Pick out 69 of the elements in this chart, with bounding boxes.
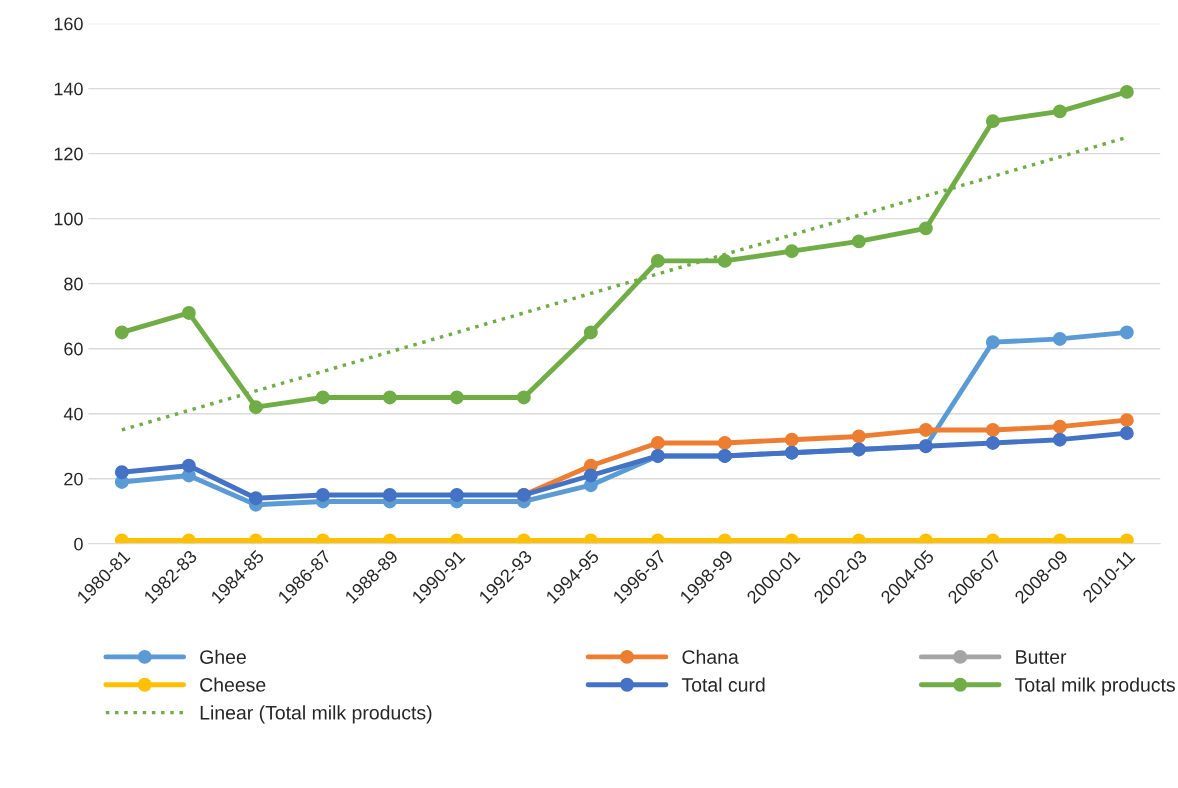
point bbox=[918, 221, 933, 236]
point bbox=[985, 423, 1000, 437]
point bbox=[650, 436, 665, 450]
y-tick-label: 80 bbox=[64, 277, 83, 291]
legend-label: Linear (Total milk products) bbox=[200, 705, 432, 724]
point bbox=[516, 533, 531, 544]
legend-label: Total milk products bbox=[1015, 677, 1175, 696]
point bbox=[1119, 84, 1134, 99]
y-tick-label: 60 bbox=[64, 342, 83, 356]
point bbox=[315, 390, 330, 405]
y-tick-label: 0 bbox=[74, 537, 83, 551]
point bbox=[583, 533, 598, 544]
point bbox=[382, 390, 397, 405]
point bbox=[248, 491, 263, 506]
point bbox=[315, 533, 330, 544]
point bbox=[717, 253, 732, 268]
point bbox=[1052, 419, 1067, 434]
point bbox=[985, 436, 1000, 450]
point bbox=[181, 458, 196, 473]
legend-label: Total curd bbox=[681, 677, 765, 692]
y-tick-label: 40 bbox=[63, 407, 83, 421]
point bbox=[516, 390, 531, 405]
y-tick-label: 120 bbox=[54, 147, 83, 161]
legend-label: Cheese bbox=[200, 677, 266, 692]
legend-label: Butter bbox=[1016, 650, 1067, 664]
point bbox=[985, 335, 1000, 350]
point bbox=[1119, 533, 1134, 544]
point bbox=[449, 488, 464, 502]
point bbox=[248, 533, 263, 544]
y-tick-label: 140 bbox=[54, 82, 83, 96]
point bbox=[114, 533, 129, 544]
point bbox=[784, 432, 799, 447]
point bbox=[248, 400, 263, 415]
y-tick-label: 100 bbox=[54, 212, 83, 226]
point bbox=[918, 423, 933, 437]
point bbox=[851, 429, 866, 444]
point bbox=[1119, 413, 1134, 428]
point bbox=[315, 488, 330, 502]
point bbox=[181, 533, 196, 544]
point bbox=[717, 533, 732, 544]
point bbox=[114, 325, 129, 340]
point bbox=[449, 533, 464, 544]
point bbox=[851, 533, 866, 544]
point bbox=[583, 468, 598, 483]
point bbox=[717, 436, 732, 450]
point bbox=[784, 533, 799, 544]
legend-label: Chana bbox=[682, 649, 739, 664]
point bbox=[1052, 104, 1067, 119]
point bbox=[1119, 325, 1134, 340]
point bbox=[449, 390, 464, 405]
point bbox=[382, 533, 397, 544]
point bbox=[1052, 331, 1067, 346]
point bbox=[985, 533, 1000, 544]
point bbox=[918, 533, 933, 544]
point bbox=[650, 533, 665, 544]
legend-label: Ghee bbox=[200, 649, 246, 664]
point bbox=[114, 465, 129, 480]
y-tick-label: 20 bbox=[64, 472, 83, 486]
point bbox=[985, 114, 1000, 129]
point bbox=[1052, 432, 1067, 447]
point bbox=[784, 244, 799, 259]
point bbox=[1119, 426, 1134, 441]
point bbox=[851, 234, 866, 249]
point bbox=[181, 305, 196, 320]
point bbox=[1052, 533, 1067, 544]
y-tick-label: 160 bbox=[54, 17, 83, 31]
point bbox=[382, 488, 397, 502]
point bbox=[650, 253, 665, 268]
point bbox=[583, 325, 598, 340]
